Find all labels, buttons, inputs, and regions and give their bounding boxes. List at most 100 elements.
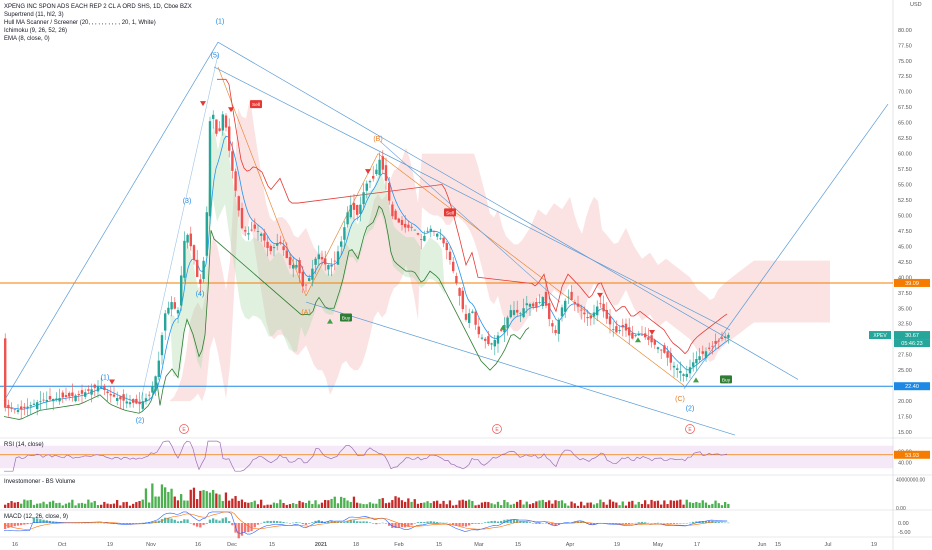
volume-bar bbox=[58, 502, 61, 508]
volume-bar bbox=[221, 501, 224, 508]
wave-line bbox=[377, 153, 685, 386]
macd-bar bbox=[269, 520, 272, 523]
signal-triangle bbox=[109, 379, 115, 385]
volume-bar bbox=[215, 493, 218, 508]
candle-body bbox=[13, 409, 16, 411]
candle-body bbox=[93, 384, 96, 388]
candle-body bbox=[308, 278, 311, 281]
volume-bar bbox=[202, 490, 205, 508]
indicator-ema[interactable]: EMA (8, close, 0) bbox=[4, 36, 50, 42]
volume-bar bbox=[512, 503, 516, 508]
volume-bar bbox=[698, 502, 701, 508]
candle-body bbox=[4, 338, 7, 408]
x-tick-label: Nov bbox=[146, 542, 156, 548]
volume-bar bbox=[4, 504, 7, 508]
earnings-marker-label: E bbox=[495, 427, 499, 433]
volume-bar bbox=[720, 505, 724, 508]
candle-body bbox=[432, 231, 436, 232]
macd-bar bbox=[650, 523, 653, 524]
candles bbox=[4, 110, 730, 420]
candle-body bbox=[234, 171, 237, 191]
macd-bar bbox=[106, 523, 109, 524]
candle-body bbox=[663, 345, 666, 353]
earnings-marker bbox=[685, 424, 695, 434]
volume-bar bbox=[29, 499, 32, 508]
candle-body bbox=[298, 260, 301, 274]
indicator-supertrend[interactable]: Supertrend (11, hl2, 3) bbox=[4, 12, 64, 18]
macd-bar bbox=[330, 520, 333, 523]
macd-bar bbox=[215, 519, 218, 523]
x-tick-label: Dec bbox=[227, 542, 237, 548]
macd-bar bbox=[26, 523, 29, 525]
currency-label: USD bbox=[910, 2, 922, 8]
candle-body bbox=[605, 309, 608, 319]
legend-block: XPENG INC SPON ADS EACH REP 2 CL A ORD S… bbox=[4, 3, 192, 43]
macd-bar bbox=[160, 519, 164, 523]
candle-body bbox=[423, 235, 426, 241]
candle-body bbox=[208, 121, 212, 217]
candle-body bbox=[327, 264, 330, 270]
macd-bar bbox=[247, 523, 250, 533]
volume-bar bbox=[471, 500, 474, 508]
macd-bar bbox=[727, 522, 730, 524]
volume-bar bbox=[157, 496, 160, 508]
volume-bar bbox=[125, 501, 128, 508]
price-tick-label: 67.50 bbox=[898, 105, 912, 111]
indicator-hull[interactable]: Hull MA Scanner / Screener (20, , , , , … bbox=[4, 20, 156, 26]
x-tick-label: 19 bbox=[871, 542, 877, 548]
volume-bar bbox=[148, 502, 151, 508]
indicator-ichimoku[interactable]: Ichimoku (9, 26, 52, 26) bbox=[4, 28, 68, 34]
rsi-line bbox=[4, 440, 728, 472]
macd-bar bbox=[42, 519, 45, 523]
volume-bar bbox=[576, 505, 580, 508]
candle-body bbox=[96, 386, 100, 392]
candle-body bbox=[154, 376, 157, 391]
macd-bar bbox=[317, 520, 320, 523]
candle-body bbox=[720, 337, 724, 339]
candle-body bbox=[64, 395, 68, 397]
volume-pane-title[interactable]: Investomoner - BS Volume bbox=[4, 479, 76, 485]
volume-bar bbox=[282, 503, 285, 508]
volume-bar bbox=[516, 501, 519, 508]
trendlines bbox=[3, 41, 889, 436]
candle-body bbox=[404, 223, 407, 228]
wave-label: (5) bbox=[211, 53, 220, 60]
candle-body bbox=[647, 337, 650, 340]
candle-body bbox=[535, 302, 538, 308]
volume-bar bbox=[151, 483, 154, 508]
macd-line bbox=[3, 511, 728, 535]
candle-body bbox=[676, 368, 679, 370]
volume-bar bbox=[164, 487, 167, 508]
x-tick-label: 19 bbox=[614, 542, 620, 548]
signal-label: Sell bbox=[252, 102, 260, 108]
macd-bar bbox=[525, 521, 528, 523]
candle-body bbox=[148, 394, 151, 396]
macd-pane-title[interactable]: MACD (12, 26, close, 9) bbox=[4, 514, 69, 520]
macd-bar bbox=[484, 522, 487, 523]
price-tick-label: 50.00 bbox=[898, 213, 912, 219]
candle-body bbox=[269, 245, 272, 252]
candle-body bbox=[304, 284, 308, 286]
candle-body bbox=[666, 351, 669, 358]
volume-bar bbox=[32, 504, 36, 508]
macd-bar bbox=[103, 523, 106, 524]
symbol-title[interactable]: XPENG INC SPON ADS EACH REP 2 CL A ORD S… bbox=[4, 4, 192, 10]
candle-body bbox=[522, 308, 525, 318]
candle-body bbox=[557, 319, 560, 334]
candle-body bbox=[71, 392, 74, 396]
macd-bar bbox=[192, 523, 196, 526]
volume-bar bbox=[647, 504, 650, 508]
candle-body bbox=[695, 358, 698, 364]
volume-bar bbox=[39, 503, 42, 508]
volume-bar bbox=[109, 504, 112, 508]
volume-bar bbox=[298, 500, 301, 508]
candle-body bbox=[346, 212, 349, 225]
volume-bar bbox=[128, 505, 132, 508]
rsi-pane-title[interactable]: RSI (14, close) bbox=[4, 442, 44, 448]
volume-bar bbox=[423, 502, 426, 508]
wave-label: (3) bbox=[183, 198, 192, 205]
volume-bar bbox=[589, 502, 592, 508]
candle-body bbox=[212, 114, 215, 119]
volume-bar bbox=[640, 503, 644, 508]
